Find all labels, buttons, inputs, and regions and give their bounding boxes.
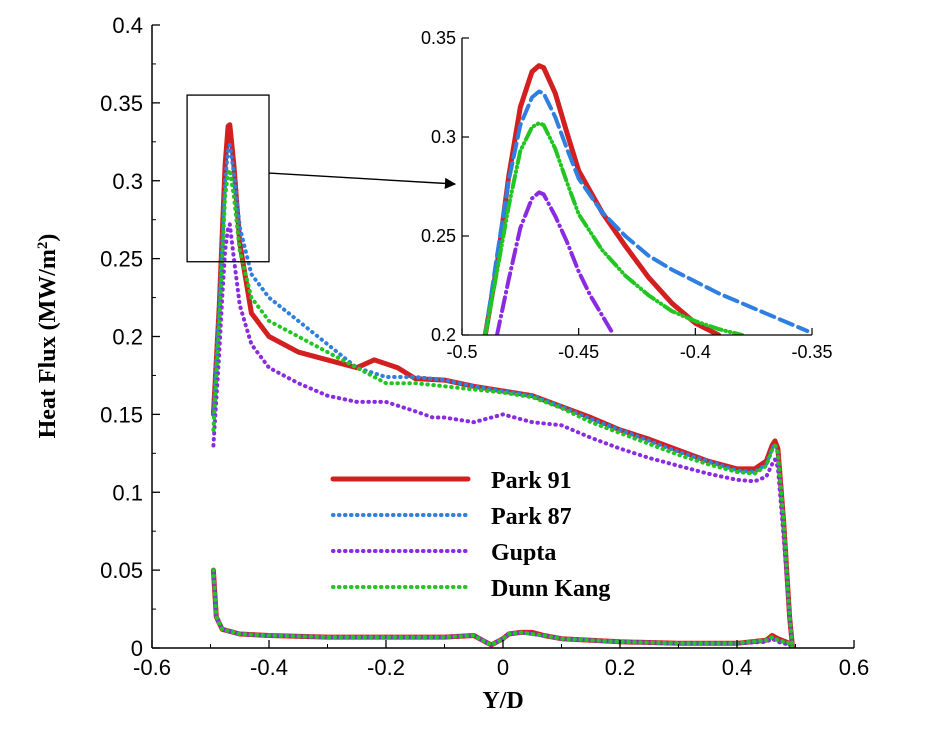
inset-x-tick-label: -0.35: [791, 342, 832, 362]
main-plot: -0.6 -0.4 -0.2 0 0.2 0.4 0.6 00.050.10.150.20.…: [35, 13, 869, 714]
y-tick-label: 0: [131, 636, 143, 661]
x-tick-label: -0.6: [133, 655, 171, 680]
y-tick-label: 0.05: [100, 558, 143, 583]
y-axis-title: Heat Flux (MW/m2): [35, 234, 61, 439]
x-tick-label: -0.4: [250, 655, 288, 680]
inset-series-group: [482, 63, 810, 335]
inset-y-tick-label: 0.3: [431, 127, 456, 147]
legend-label: Park 91: [491, 468, 572, 494]
y-tick-label: 0.2: [112, 325, 143, 350]
inset-x-tick-label: -0.5: [446, 342, 477, 362]
inset-x-ticks: -0.5 -0.45 -0.4 -0.35: [446, 328, 833, 362]
inset-y-tick-label: 0.2: [431, 325, 456, 345]
inset-y-tick-label: 0.25: [421, 226, 456, 246]
x-axis-title: Y/D: [482, 688, 523, 714]
series-line-dunn-kang: [483, 121, 744, 335]
x-tick-label: 0.4: [722, 655, 753, 680]
main-y-ticks: 0 0.05 0.1 0.15 0.2 0.25 0.3 0.35 0.4: [100, 13, 160, 661]
inset-x-tick-label: -0.45: [558, 342, 599, 362]
main-series-group: [210, 122, 796, 648]
main-x-ticks: -0.6 -0.4 -0.2 0 0.2 0.4 0.6: [133, 640, 869, 680]
y-tick-label: 0.3: [112, 169, 143, 194]
series-line-park-91: [482, 63, 722, 335]
series-line-gupta: [495, 190, 616, 335]
y-tick-label: 0.15: [100, 402, 143, 427]
y-tick-label: 0.1: [112, 480, 143, 505]
x-tick-label: 0.6: [839, 655, 870, 680]
y-tick-label: 0.35: [100, 91, 143, 116]
series-line-dunn-kang: [211, 167, 795, 648]
y-axis-title-main: Heat Flux (MW/m: [35, 249, 61, 438]
inset-y-ticks: 0.2 0.25 0.3 0.35: [421, 28, 469, 345]
y-axis-title-close: ): [35, 234, 61, 242]
x-tick-label: 0: [497, 655, 509, 680]
y-axis-title-superscript: 2: [35, 242, 51, 250]
inset-y-tick-label: 0.35: [421, 28, 456, 48]
legend: Park 91 Park 87 Gupta Dunn Kang: [330, 468, 610, 602]
x-tick-label: 0.2: [605, 655, 636, 680]
zoom-box: [186, 94, 270, 263]
legend-label: Gupta: [491, 540, 556, 566]
y-tick-label: 0.4: [112, 13, 143, 38]
y-tick-label: 0.25: [100, 247, 143, 272]
inset-x-tick-label: -0.4: [680, 342, 711, 362]
x-tick-label: -0.2: [367, 655, 405, 680]
zoom-arrow: [268, 172, 457, 190]
inset-plot: -0.5 -0.45 -0.4 -0.35 0.2 0.25 0.3 0.35: [421, 28, 833, 362]
legend-label: Park 87: [491, 504, 572, 530]
series-line-park-87: [483, 89, 810, 335]
legend-label: Dunn Kang: [491, 576, 610, 602]
